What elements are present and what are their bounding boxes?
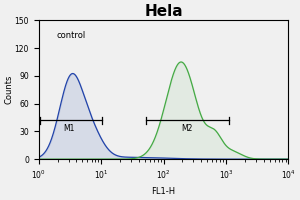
Y-axis label: Counts: Counts <box>4 75 13 104</box>
Title: Hela: Hela <box>144 4 183 19</box>
Text: M2: M2 <box>182 124 193 133</box>
X-axis label: FL1-H: FL1-H <box>152 187 176 196</box>
Text: control: control <box>56 31 86 40</box>
Text: M1: M1 <box>63 124 74 133</box>
